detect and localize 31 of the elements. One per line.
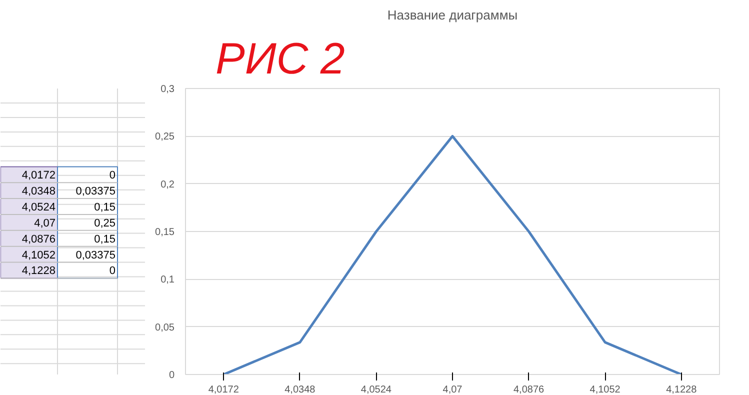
category-label: 4,1228 [22, 265, 56, 278]
x-tick-label: 4,0524 [360, 384, 392, 395]
y-tick-label: 0 [168, 370, 175, 381]
category-label: 4,07 [34, 217, 56, 230]
text: 0 [109, 170, 116, 182]
category-label: 4,0172 [22, 170, 56, 182]
x-tick-label: 4,1052 [590, 384, 621, 395]
x-tick-label: 4,07 [442, 384, 463, 395]
category-label: 4,1052 [22, 249, 56, 262]
category-label: 4,0348 [22, 186, 56, 198]
category-label: 4,0524 [22, 202, 56, 214]
category-label: 4,0876 [22, 233, 56, 246]
y-tick-label: 0,3 [160, 84, 175, 95]
text: 0,25 [94, 217, 116, 230]
text: 0,15 [94, 202, 116, 214]
y-tick-label: 0,1 [160, 274, 175, 286]
x-tick-label: 4,0172 [208, 384, 240, 395]
text: 0 [109, 265, 116, 278]
y-tick-label: 0,2 [160, 179, 175, 190]
chart-title: Название диаграммы [387, 8, 518, 22]
x-tick-label: 4,0348 [284, 384, 316, 395]
text: 0,03375 [76, 186, 116, 198]
y-tick-label: 0,15 [155, 227, 175, 238]
y-tick-label: 0,05 [155, 322, 175, 334]
text: 0,15 [94, 233, 116, 246]
line-series [222, 134, 683, 374]
x-tick-label: 4,1228 [666, 384, 698, 395]
text: 0,03375 [76, 249, 116, 262]
x-tick-label: 4,0876 [513, 384, 545, 395]
y-tick-label: 0,25 [155, 132, 175, 143]
text: РИС 2 [216, 34, 345, 84]
